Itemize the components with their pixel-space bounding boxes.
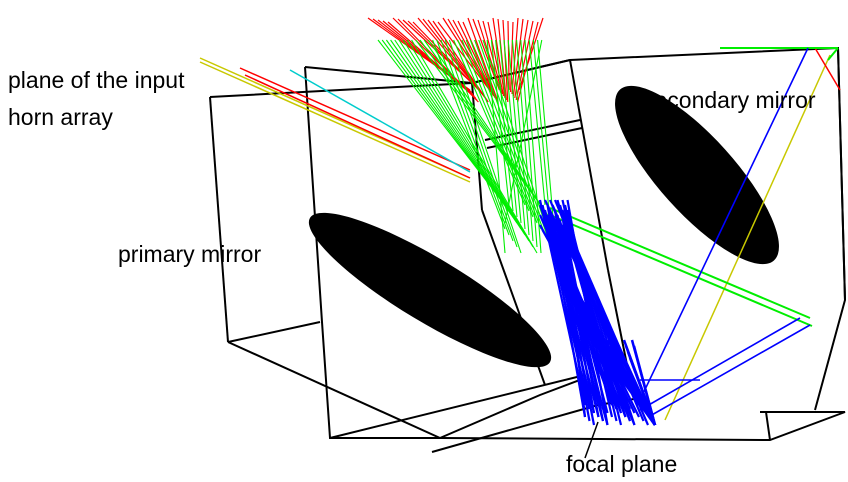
ray-line — [442, 17, 492, 93]
ray-line — [528, 39, 546, 206]
ray-line — [520, 39, 538, 248]
ray-line — [549, 207, 811, 319]
ray-line — [490, 39, 510, 206]
ray-line — [511, 39, 530, 236]
ray-line — [639, 47, 809, 401]
ray-line — [516, 39, 534, 242]
primary-mirror — [308, 212, 552, 368]
ray-line — [507, 20, 510, 91]
ray-line — [482, 20, 503, 95]
ray-line — [406, 39, 534, 248]
ray-line — [549, 214, 813, 327]
ray-line — [649, 324, 811, 417]
ray-line — [495, 39, 514, 212]
ray-line — [486, 39, 506, 254]
focal-plane-pointer — [584, 421, 599, 459]
green-ray-bundle — [377, 39, 839, 327]
ray-line — [504, 39, 543, 224]
input-rays — [199, 47, 841, 421]
ray-line — [551, 229, 636, 426]
ray-line — [511, 17, 519, 95]
ray-line — [436, 39, 510, 236]
ray-line — [444, 39, 518, 248]
ray-line — [411, 39, 538, 254]
ray-line — [510, 21, 514, 93]
ray-line — [524, 39, 542, 254]
input-horn-array-label-line1: plane of the input — [8, 67, 185, 93]
ray-line — [632, 345, 657, 426]
ray-line — [503, 39, 522, 224]
ray-line — [507, 39, 526, 230]
ray-line — [515, 20, 534, 101]
mirrors — [308, 85, 779, 368]
ray-line — [499, 39, 518, 218]
ray-line — [432, 39, 506, 230]
ray-line — [447, 18, 493, 95]
input-horn-array-label-line2: horn array — [8, 104, 113, 130]
ray-line — [561, 214, 587, 418]
ray-line — [514, 19, 529, 99]
ray-line — [537, 39, 554, 218]
ray-line — [827, 47, 839, 61]
ray-line — [487, 21, 505, 97]
ray-line — [561, 224, 600, 418]
ray-line — [448, 39, 522, 254]
ray-line — [639, 317, 801, 411]
ray-line — [467, 17, 499, 103]
secondary-mirror-label: secondary mirror — [643, 87, 816, 113]
focal-plane-label: focal plane — [566, 451, 678, 477]
blue-ray-bundle — [538, 47, 811, 426]
ray-line — [492, 17, 506, 99]
primary-mirror-label: primary mirror — [118, 241, 262, 267]
ray-line — [457, 20, 496, 99]
ray-line — [432, 20, 489, 103]
secondary-mirror — [615, 85, 779, 265]
